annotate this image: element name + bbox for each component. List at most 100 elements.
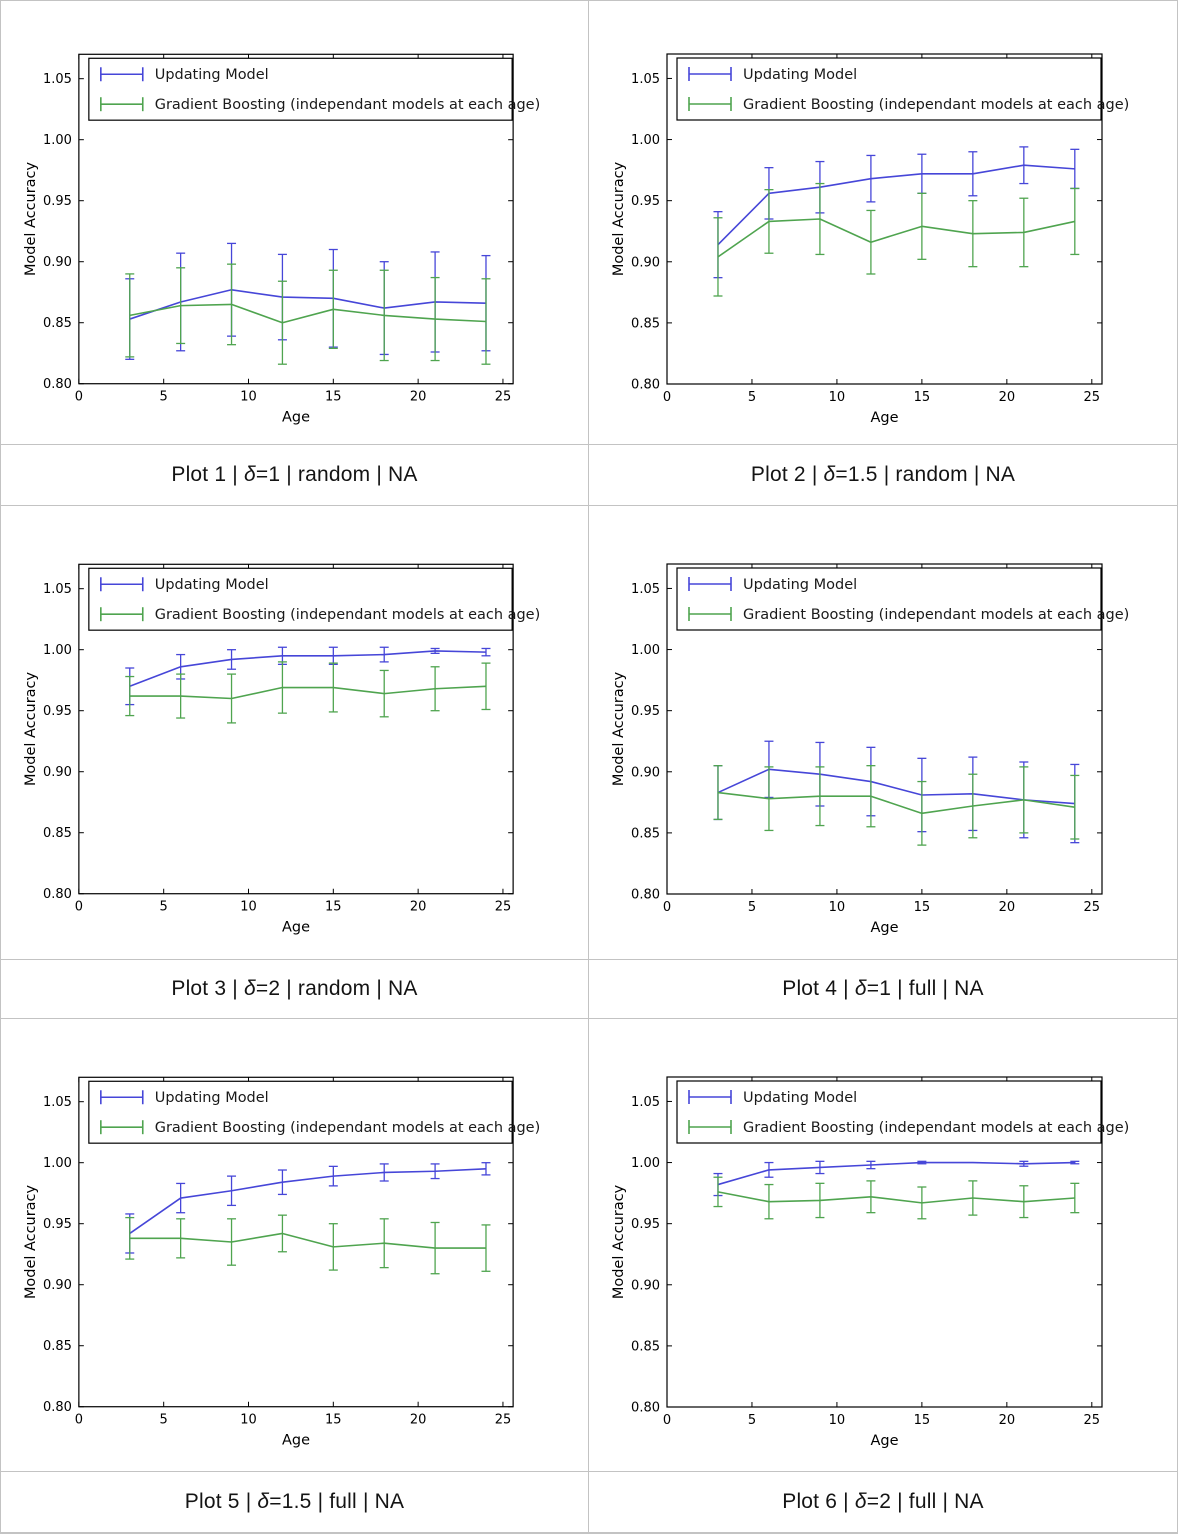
caption-text: =1.5 | full | NA [269,1490,405,1513]
y-tick-label: 1.00 [43,643,72,658]
tick-labels: 0 5 10 15 20 25 0.80 0.85 0.90 0.95 1.00 1.05 [631,1094,1100,1427]
series-line-gradient-boosting [129,685,487,700]
plot-1-chart: 0 5 10 15 20 25 0.80 0.85 0.90 0.95 1.00 1.05 Age Mod… [23,53,540,426]
tick-labels: 0 5 10 15 20 25 0.80 0.85 0.90 0.95 1.00 1.05 [631,582,1100,915]
plot-2-caption: Plot 2 | δ =1.5 | random | NA [589,444,1177,506]
legend-errorbar-glyph [100,577,144,592]
x-tick-label: 20 [410,900,427,915]
series-line-updating-model [129,1167,487,1234]
series-line-gradient-boosting [129,1232,486,1249]
x-tick-label: 0 [75,1412,83,1427]
plot-5-figure: 0 5 10 15 20 25 0.80 0.85 0.90 0.95 1.00 1.05 Age Mod… [1,1019,589,1471]
x-tick-label: 5 [748,390,756,405]
legend-errorbar-glyph [688,1119,732,1134]
delta-symbol: δ [243,977,256,1000]
x-tick-label: 15 [325,900,342,915]
caption-text: Plot 4 | [782,977,855,1000]
y-tick-label: 1.05 [43,72,72,87]
legend-errorbar-glyph [100,97,144,112]
y-tick-label: 0.95 [631,704,660,719]
caption-text: =1 | full | NA [866,977,984,1000]
y-tick-label: 1.00 [43,1156,72,1171]
y-tick-label: 0.95 [43,194,72,209]
y-tick-label: 1.00 [631,643,660,658]
y-tick-label: 0.80 [631,378,660,393]
series-line-gradient-boosting [129,303,487,324]
legend-errorbar-glyph [100,1119,144,1134]
legend-errorbar-glyph [100,1089,144,1104]
y-tick-label: 1.05 [631,72,660,87]
y-tick-label: 0.85 [631,316,660,331]
x-tick-label: 20 [999,900,1016,915]
legend: Updating Model Gradient Boosting (indepen… [88,1080,540,1144]
y-tick-label: 0.90 [43,255,72,270]
y-tick-label: 0.90 [631,255,660,270]
y-tick-label: 0.80 [43,887,72,902]
x-tick-label: 15 [914,390,931,405]
y-tick-label: 0.80 [43,377,72,392]
series-line-updating-model [717,768,1075,805]
x-tick-label: 15 [914,900,931,915]
legend: Updating Model Gradient Boosting (indepen… [88,57,540,121]
series-line-gradient-boosting [717,1190,1075,1204]
legend: Updating Model Gradient Boosting (indepen… [676,1079,1129,1144]
x-tick-label: 10 [829,900,846,915]
series-line-updating-model [129,288,487,320]
legend-errorbar-glyph [688,1089,732,1104]
x-tick-label: 20 [999,390,1016,405]
tick-labels: 0 5 10 15 20 25 0.80 0.85 0.90 0.95 1.00 1.05 [631,72,1100,405]
caption-text: =1 | random | NA [255,463,418,486]
y-axis-label: Model Accuracy [23,1184,39,1299]
axes-frame [78,1076,514,1407]
x-tick-label: 15 [914,1413,931,1428]
y-tick-label: 1.05 [43,582,72,597]
x-axis-label: Age [870,1433,898,1449]
y-tick-label: 0.85 [631,1339,660,1354]
error-bars-gradient-boosting [713,182,1080,297]
plot-3-caption: Plot 3 | δ =2 | random | NA [1,959,589,1019]
y-tick-label: 0.85 [631,826,660,841]
y-axis-label: Model Accuracy [23,672,39,787]
legend-box [88,1080,513,1144]
legend: Updating Model Gradient Boosting (indepen… [676,57,1129,121]
y-tick-label: 0.80 [43,1400,72,1415]
caption-text: Plot 1 | [171,463,244,486]
plot-6-figure: 0 5 10 15 20 25 0.80 0.85 0.90 0.95 1.00 1.05 Age Mod… [589,1019,1177,1471]
x-tick-label: 0 [663,390,671,405]
error-bars-gradient-boosting [125,1214,491,1274]
legend-label: Updating Model [155,1090,269,1106]
caption-text: Plot 3 | [171,977,244,1000]
x-tick-label: 20 [410,390,427,405]
axes-frame [666,1075,1103,1408]
y-tick-label: 0.85 [43,826,72,841]
tick-labels: 0 5 10 15 20 25 0.80 0.85 0.90 0.95 1.00 1.05 [43,582,511,915]
plot-5-caption: Plot 5 | δ =1.5 | full | NA [1,1471,589,1533]
legend-label: Gradient Boosting (independant models at… [155,607,540,623]
plot-6-chart: 0 5 10 15 20 25 0.80 0.85 0.90 0.95 1.00 1.05 Age Mod… [611,1075,1129,1449]
x-tick-label: 5 [160,390,168,405]
legend: Updating Model Gradient Boosting (indepen… [676,567,1129,631]
x-axis-label: Age [282,920,310,936]
y-tick-label: 0.95 [43,1217,72,1232]
x-tick-label: 20 [999,1413,1016,1428]
legend-label: Gradient Boosting (independant models at… [743,1120,1129,1136]
tick-labels: 0 5 10 15 20 25 0.80 0.85 0.90 0.95 1.00 1.05 [43,72,511,405]
axes-frame [666,563,1103,895]
x-tick-label: 0 [75,900,83,915]
x-tick-label: 10 [829,1413,846,1428]
legend-label: Gradient Boosting (independant models at… [155,1120,540,1136]
legend-label: Gradient Boosting (independant models at… [743,607,1129,623]
axes-frame [78,53,514,385]
x-tick-label: 5 [160,900,168,915]
y-tick-label: 0.95 [631,194,660,209]
legend-errorbar-glyph [688,607,732,621]
x-axis-label: Age [870,920,898,936]
y-tick-label: 0.90 [631,765,660,780]
x-tick-label: 5 [160,1412,168,1427]
x-axis-label: Age [282,1432,310,1448]
y-tick-label: 0.90 [43,1278,72,1293]
x-tick-label: 25 [1084,900,1101,915]
plot-1-caption: Plot 1 | δ =1 | random | NA [1,444,589,506]
x-tick-label: 0 [663,1413,671,1428]
caption-text: Plot 5 | [184,1490,258,1513]
